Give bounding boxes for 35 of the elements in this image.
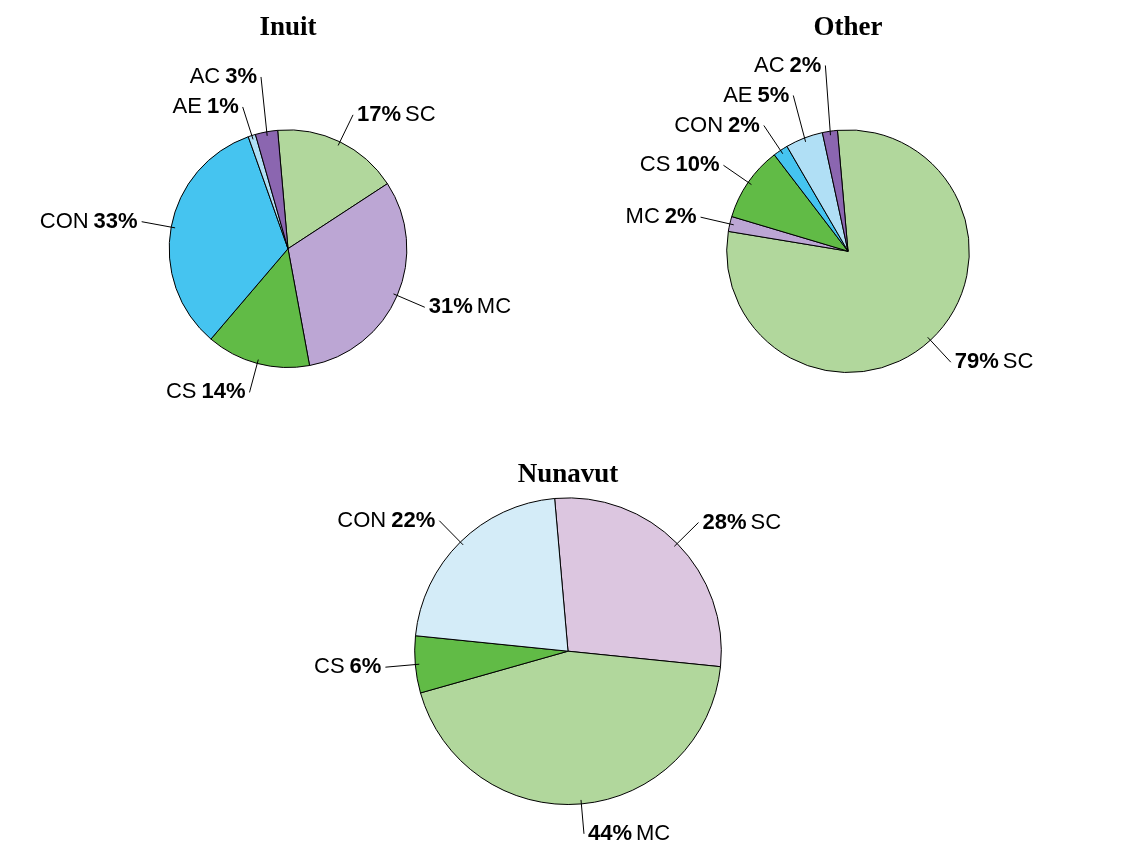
data-label: 1% xyxy=(206,93,239,119)
slice-label: AE xyxy=(172,93,202,119)
data-label: 17% xyxy=(357,100,402,126)
slice-label: AC xyxy=(189,63,221,89)
data-label: 33% xyxy=(93,207,138,233)
slice-label: MC xyxy=(636,819,671,842)
data-label: 22% xyxy=(391,506,436,532)
data-label: 2% xyxy=(728,111,760,137)
chart-title: Other xyxy=(813,11,883,42)
chart-title: Nunavut xyxy=(517,458,619,489)
data-label: 44% xyxy=(587,819,633,842)
slice-label: SC xyxy=(1002,348,1034,374)
data-label: 31% xyxy=(428,293,473,319)
data-label: 2% xyxy=(789,51,822,77)
slice-label: MC xyxy=(625,203,660,229)
data-label: 2% xyxy=(664,203,697,229)
chart-title: Inuit xyxy=(259,11,317,42)
slice-label: AE xyxy=(723,81,753,107)
data-label: 6% xyxy=(349,653,382,679)
data-label: 79% xyxy=(954,348,999,374)
slice-label: CS xyxy=(165,378,197,404)
slice-label: CON xyxy=(674,111,724,137)
data-label: 5% xyxy=(757,81,790,107)
slice-label: MC xyxy=(476,293,512,319)
slice-label: CON xyxy=(337,506,387,532)
slice-label: CS xyxy=(314,653,345,679)
data-label: 28% xyxy=(702,508,747,534)
slice-label: CON xyxy=(39,207,89,233)
slice-label: CS xyxy=(639,151,671,177)
slice-label: SC xyxy=(405,100,436,126)
data-label: 14% xyxy=(201,378,246,404)
slice-label: AC xyxy=(754,51,785,77)
data-label: 3% xyxy=(225,63,257,89)
slice-label: SC xyxy=(750,508,782,534)
data-label: 10% xyxy=(675,151,720,177)
